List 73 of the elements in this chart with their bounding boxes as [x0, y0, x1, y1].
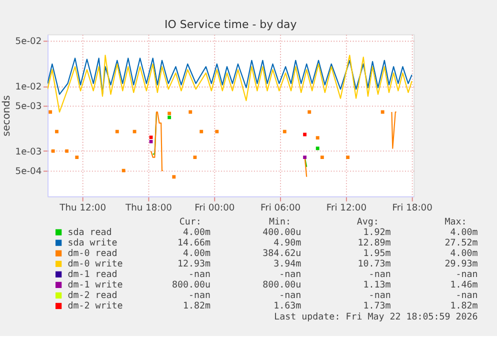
point: [122, 168, 126, 172]
text: 12.89m: [358, 238, 392, 249]
x-tick-label: Fri 18:00: [392, 204, 433, 214]
text: Cur:: [179, 218, 202, 228]
point: [168, 112, 172, 116]
text: -nan: [368, 291, 391, 302]
y-tick-label: 1e-02: [15, 82, 42, 92]
x-tick-label: Fri 12:00: [326, 204, 367, 214]
text: Last update: Fri May 22 18:05:59 2026: [274, 312, 478, 322]
text: 29.93m: [444, 260, 478, 270]
text: 10.73m: [358, 260, 392, 270]
text: 4.00m: [450, 228, 478, 238]
text: -nan: [279, 291, 302, 302]
text: 400.00u: [262, 228, 302, 238]
text: -nan: [188, 270, 211, 280]
text: 4.00m: [450, 249, 478, 260]
line-series: [48, 58, 412, 95]
text: Avg:: [356, 218, 379, 228]
text: Min:: [269, 218, 292, 228]
point: [51, 149, 55, 153]
text: 12.93m: [177, 260, 211, 270]
x-tick-label: Fri 00:00: [194, 204, 235, 214]
text: -nan: [456, 270, 478, 280]
point: [303, 156, 307, 160]
text: 1.95m: [363, 249, 392, 260]
legend-label: dm-1 write: [68, 280, 123, 291]
legend-label: dm-2 write: [68, 302, 123, 312]
text: Max:: [444, 218, 467, 228]
text: 4.00m: [182, 249, 211, 260]
text: -nan: [368, 270, 391, 280]
text: 1.82m: [182, 302, 211, 312]
legend-label: dm-0 write: [68, 260, 123, 270]
point: [193, 156, 197, 160]
legend-label: dm-1 read: [68, 270, 118, 280]
text: -nan: [188, 291, 211, 302]
text: 14.66m: [177, 238, 211, 249]
text: 1.63m: [274, 302, 302, 312]
text: 27.52m: [444, 238, 478, 249]
y-tick-label: 5e-04: [15, 166, 42, 177]
point: [168, 116, 172, 120]
text: 1.73m: [363, 302, 392, 312]
text: 1.46m: [450, 280, 478, 291]
text: 1.13m: [363, 280, 392, 291]
point: [316, 136, 320, 140]
x-tick-label: Thu 12:00: [58, 204, 106, 214]
text: 3.94m: [274, 260, 302, 270]
point: [172, 175, 176, 179]
text: 4.00m: [182, 228, 211, 238]
legend-label: sda write: [68, 238, 118, 249]
x-tick-label: Thu 18:00: [124, 204, 172, 214]
text: 800.00u: [262, 280, 302, 291]
y-tick-label: 5e-03: [15, 102, 42, 112]
text: -nan: [456, 291, 478, 302]
text: 4.90m: [274, 238, 302, 249]
point: [75, 156, 79, 160]
text: -nan: [279, 270, 302, 280]
legend-label: dm-2 read: [68, 291, 118, 302]
y-axis-title: seconds: [2, 95, 13, 136]
point: [320, 156, 324, 160]
y-tick-label: 1e-03: [15, 147, 42, 158]
y-tick-label: 5e-02: [15, 37, 42, 48]
x-tick-label: Fri 06:00: [260, 204, 301, 214]
chart-title: IO Service time - by day: [164, 18, 298, 31]
text: 384.62u: [262, 249, 302, 260]
text: 1.82m: [450, 302, 478, 312]
line-series: [48, 54, 412, 113]
text: 1.92m: [363, 228, 392, 238]
point: [65, 149, 69, 153]
legend-label: dm-0 read: [68, 249, 118, 260]
point: [346, 156, 350, 160]
legend-label: sda read: [68, 228, 112, 238]
text: 800.00u: [172, 280, 211, 291]
point: [316, 146, 320, 150]
